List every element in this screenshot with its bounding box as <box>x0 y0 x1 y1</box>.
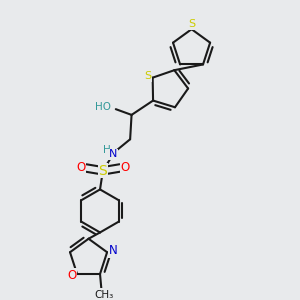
Text: S: S <box>188 19 195 29</box>
Text: O: O <box>76 161 85 174</box>
Text: S: S <box>144 71 151 81</box>
Text: N: N <box>109 149 117 160</box>
Text: HO: HO <box>94 102 111 112</box>
Text: O: O <box>121 161 130 174</box>
Text: N: N <box>109 244 117 257</box>
Text: O: O <box>67 269 76 282</box>
Text: H: H <box>103 145 111 155</box>
Text: CH₃: CH₃ <box>94 290 113 300</box>
Text: S: S <box>98 164 107 178</box>
